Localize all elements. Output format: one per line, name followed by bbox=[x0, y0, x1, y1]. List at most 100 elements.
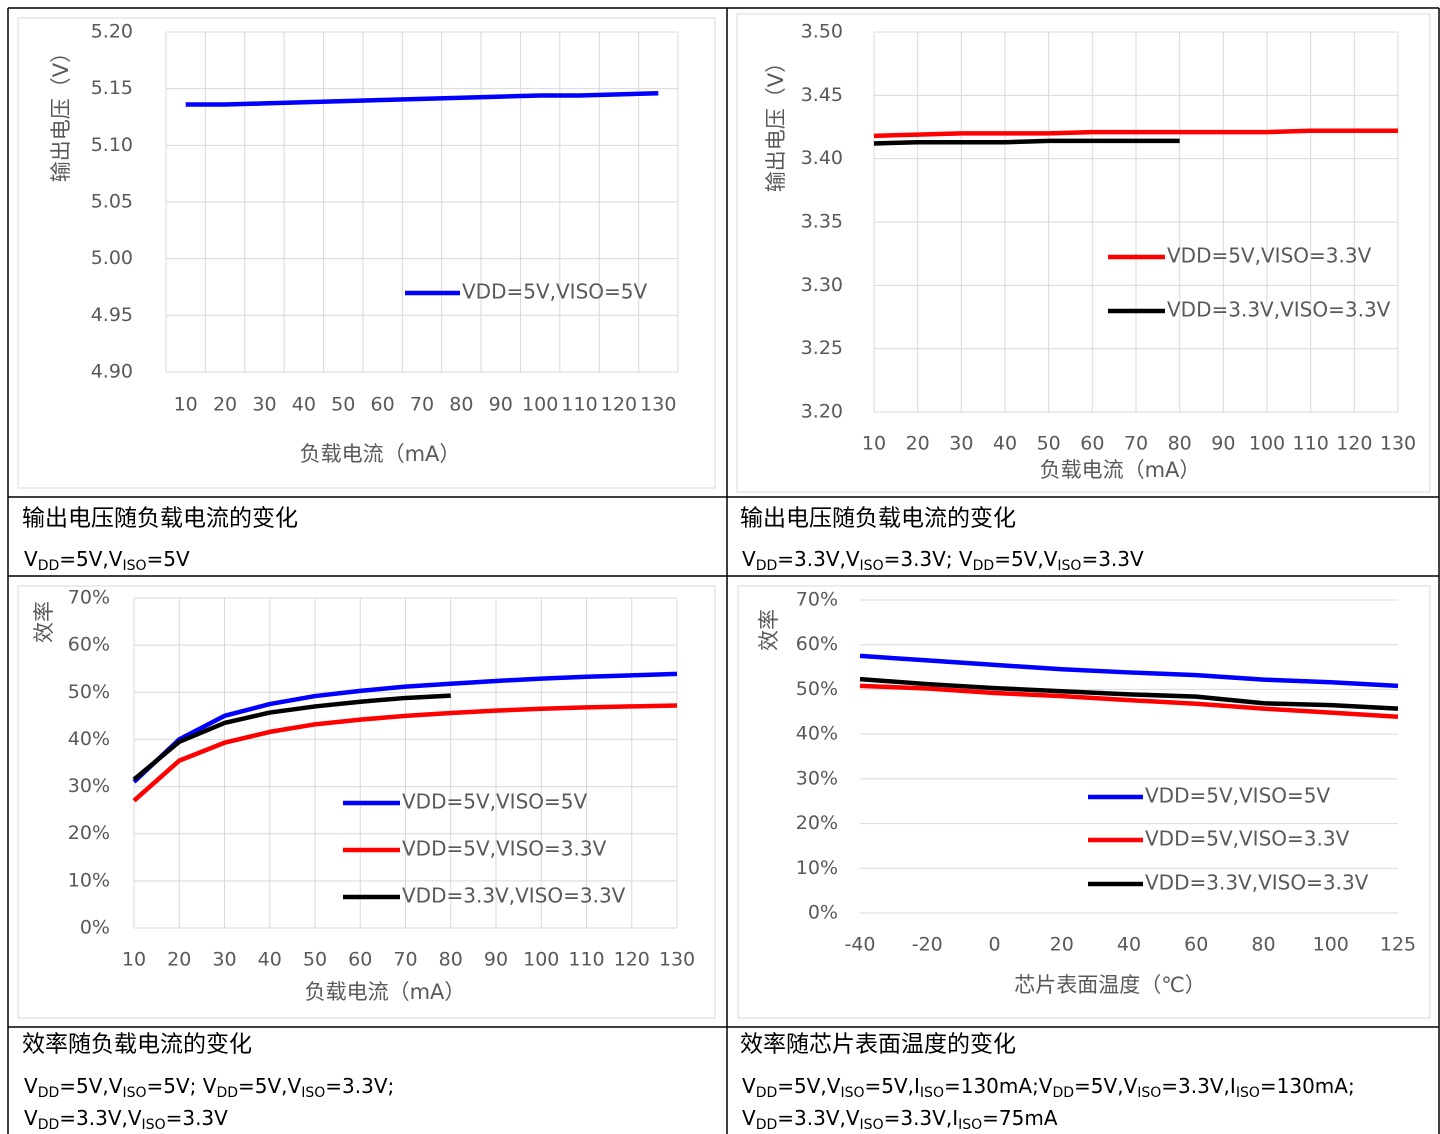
caption-text: =3.3V,V bbox=[59, 1106, 142, 1130]
caption-text: =5V,V bbox=[59, 1074, 123, 1098]
caption-subscript: ISO bbox=[920, 1085, 944, 1101]
y-tick-label: 40% bbox=[68, 728, 110, 750]
y-tick-label: 3.30 bbox=[801, 274, 843, 296]
x-tick-label: 70 bbox=[1124, 433, 1148, 455]
x-tick-label: 10 bbox=[122, 949, 146, 971]
y-tick-label: 5.10 bbox=[91, 134, 133, 156]
x-tick-label: 0 bbox=[988, 934, 1000, 956]
caption-text: V bbox=[742, 547, 756, 571]
x-tick-label: 70 bbox=[410, 394, 434, 416]
x-tick-label: 80 bbox=[1168, 433, 1192, 455]
x-tick-label: 80 bbox=[449, 394, 473, 416]
data-line bbox=[185, 90, 659, 107]
caption-text: V bbox=[24, 1106, 38, 1130]
chart-frame bbox=[17, 17, 716, 489]
y-tick-label: 20% bbox=[796, 812, 838, 834]
y-tick-label: 30% bbox=[796, 767, 838, 789]
y-tick-label: 70% bbox=[796, 589, 838, 611]
y-tick-label: 3.35 bbox=[801, 211, 843, 233]
data-line bbox=[873, 138, 1180, 146]
legend-label: VDD=5V,VISO=5V bbox=[1145, 784, 1331, 808]
caption-subscript: ISO bbox=[840, 1085, 864, 1101]
legend-label: VDD=3.3V,VISO=3.3V bbox=[402, 884, 626, 908]
data-line bbox=[859, 676, 1399, 711]
x-tick-label: 10 bbox=[862, 433, 886, 455]
caption-subscript: DD bbox=[38, 1085, 60, 1101]
x-tick-label: 20 bbox=[1050, 934, 1074, 956]
x-tick-label: 125 bbox=[1380, 934, 1416, 956]
x-tick-label: 90 bbox=[1211, 433, 1235, 455]
data-line bbox=[873, 128, 1398, 139]
y-tick-label: 10% bbox=[796, 857, 838, 879]
caption-line: VDD=5V,VISO=5V; VDD=5V,VISO=3.3V; bbox=[24, 1074, 394, 1101]
x-tick-label: 100 bbox=[1249, 433, 1285, 455]
x-tick-label: 130 bbox=[1380, 433, 1416, 455]
x-tick-label: 100 bbox=[1313, 934, 1349, 956]
legend-label: VDD=5V,VISO=3.3V bbox=[402, 837, 607, 861]
y-axis-label: 效率 bbox=[32, 601, 56, 643]
x-tick-label: -20 bbox=[912, 934, 943, 956]
x-tick-label: 40 bbox=[1117, 934, 1141, 956]
caption-subscript: ISO bbox=[958, 1117, 982, 1133]
caption-subscript: ISO bbox=[122, 1085, 146, 1101]
x-tick-label: 110 bbox=[568, 949, 604, 971]
x-axis-label: 负载电流（mA） bbox=[305, 980, 466, 1004]
caption-subscript: DD bbox=[1052, 1085, 1074, 1101]
y-tick-label: 5.15 bbox=[91, 77, 133, 99]
caption-text: =3.3V bbox=[166, 1106, 229, 1130]
x-tick-label: 50 bbox=[303, 949, 327, 971]
caption-text: =3.3V bbox=[1081, 547, 1144, 571]
y-tick-label: 50% bbox=[796, 678, 838, 700]
caption-title: 输出电压随负载电流的变化 bbox=[740, 506, 1016, 532]
legend-label: VDD=5V,VISO=5V bbox=[462, 280, 648, 304]
data-line bbox=[859, 653, 1399, 689]
y-tick-label: 10% bbox=[68, 869, 110, 891]
x-tick-label: 60 bbox=[348, 949, 372, 971]
x-tick-label: 60 bbox=[1184, 934, 1208, 956]
x-axis-label: 芯片表面温度（℃） bbox=[1014, 973, 1206, 997]
y-tick-label: 20% bbox=[68, 822, 110, 844]
y-tick-label: 3.45 bbox=[801, 84, 843, 106]
x-tick-label: 60 bbox=[1080, 433, 1104, 455]
y-tick-label: 30% bbox=[68, 775, 110, 797]
x-tick-label: 120 bbox=[614, 949, 650, 971]
caption-subscript: DD bbox=[216, 1085, 238, 1101]
x-tick-label: 30 bbox=[212, 949, 236, 971]
caption-line: VDD=3.3V,VISO=3.3V; VDD=5V,VISO=3.3V bbox=[742, 547, 1144, 574]
y-tick-label: 0% bbox=[808, 902, 838, 924]
chart-frame bbox=[737, 585, 1431, 1019]
x-tick-label: 40 bbox=[993, 433, 1017, 455]
caption-subscript: ISO bbox=[860, 1117, 884, 1133]
caption-subscript: ISO bbox=[122, 558, 146, 574]
chart: 0% 10% 20% 30% 40% 50% 60% 70% -40 -20 0 20 40 60 80 10… bbox=[737, 585, 1431, 1133]
x-tick-label: 130 bbox=[659, 949, 695, 971]
x-tick-label: 100 bbox=[522, 394, 558, 416]
caption-subscript: DD bbox=[38, 558, 60, 574]
legend-label: VDD=5V,VISO=3.3V bbox=[1145, 827, 1350, 851]
caption-subscript: ISO bbox=[1137, 1085, 1161, 1101]
y-axis-label: 输出电压（V） bbox=[764, 52, 788, 192]
x-tick-label: 110 bbox=[561, 394, 597, 416]
caption-text: V bbox=[24, 1074, 38, 1098]
caption-text: V bbox=[742, 1074, 756, 1098]
y-tick-label: 50% bbox=[68, 681, 110, 703]
table-lines bbox=[7, 7, 1440, 1134]
chart-frame bbox=[736, 13, 1431, 493]
caption-text: V bbox=[742, 1106, 756, 1130]
caption-text: =3.3V,V bbox=[777, 1106, 860, 1130]
caption-text: =5V,V bbox=[994, 547, 1058, 571]
y-tick-label: 5.20 bbox=[91, 21, 133, 43]
caption-title: 效率随芯片表面温度的变化 bbox=[740, 1032, 1016, 1058]
y-tick-label: 4.90 bbox=[91, 361, 133, 383]
caption-line: VDD=5V,VISO=5V,IISO=130mA;VDD=5V,VISO=3.… bbox=[742, 1074, 1355, 1101]
caption-subscript: DD bbox=[756, 1085, 778, 1101]
caption-text: =5V,V bbox=[238, 1074, 302, 1098]
y-axis-label: 效率 bbox=[757, 609, 781, 651]
x-tick-label: 50 bbox=[331, 394, 355, 416]
x-tick-label: 110 bbox=[1293, 433, 1329, 455]
chart: 0% 10% 20% 30% 40% 50% 60% 70% 10 20 30 40 50 60 70 80 9… bbox=[17, 585, 716, 1133]
caption-subscript: ISO bbox=[1236, 1085, 1260, 1101]
y-tick-label: 60% bbox=[68, 634, 110, 656]
